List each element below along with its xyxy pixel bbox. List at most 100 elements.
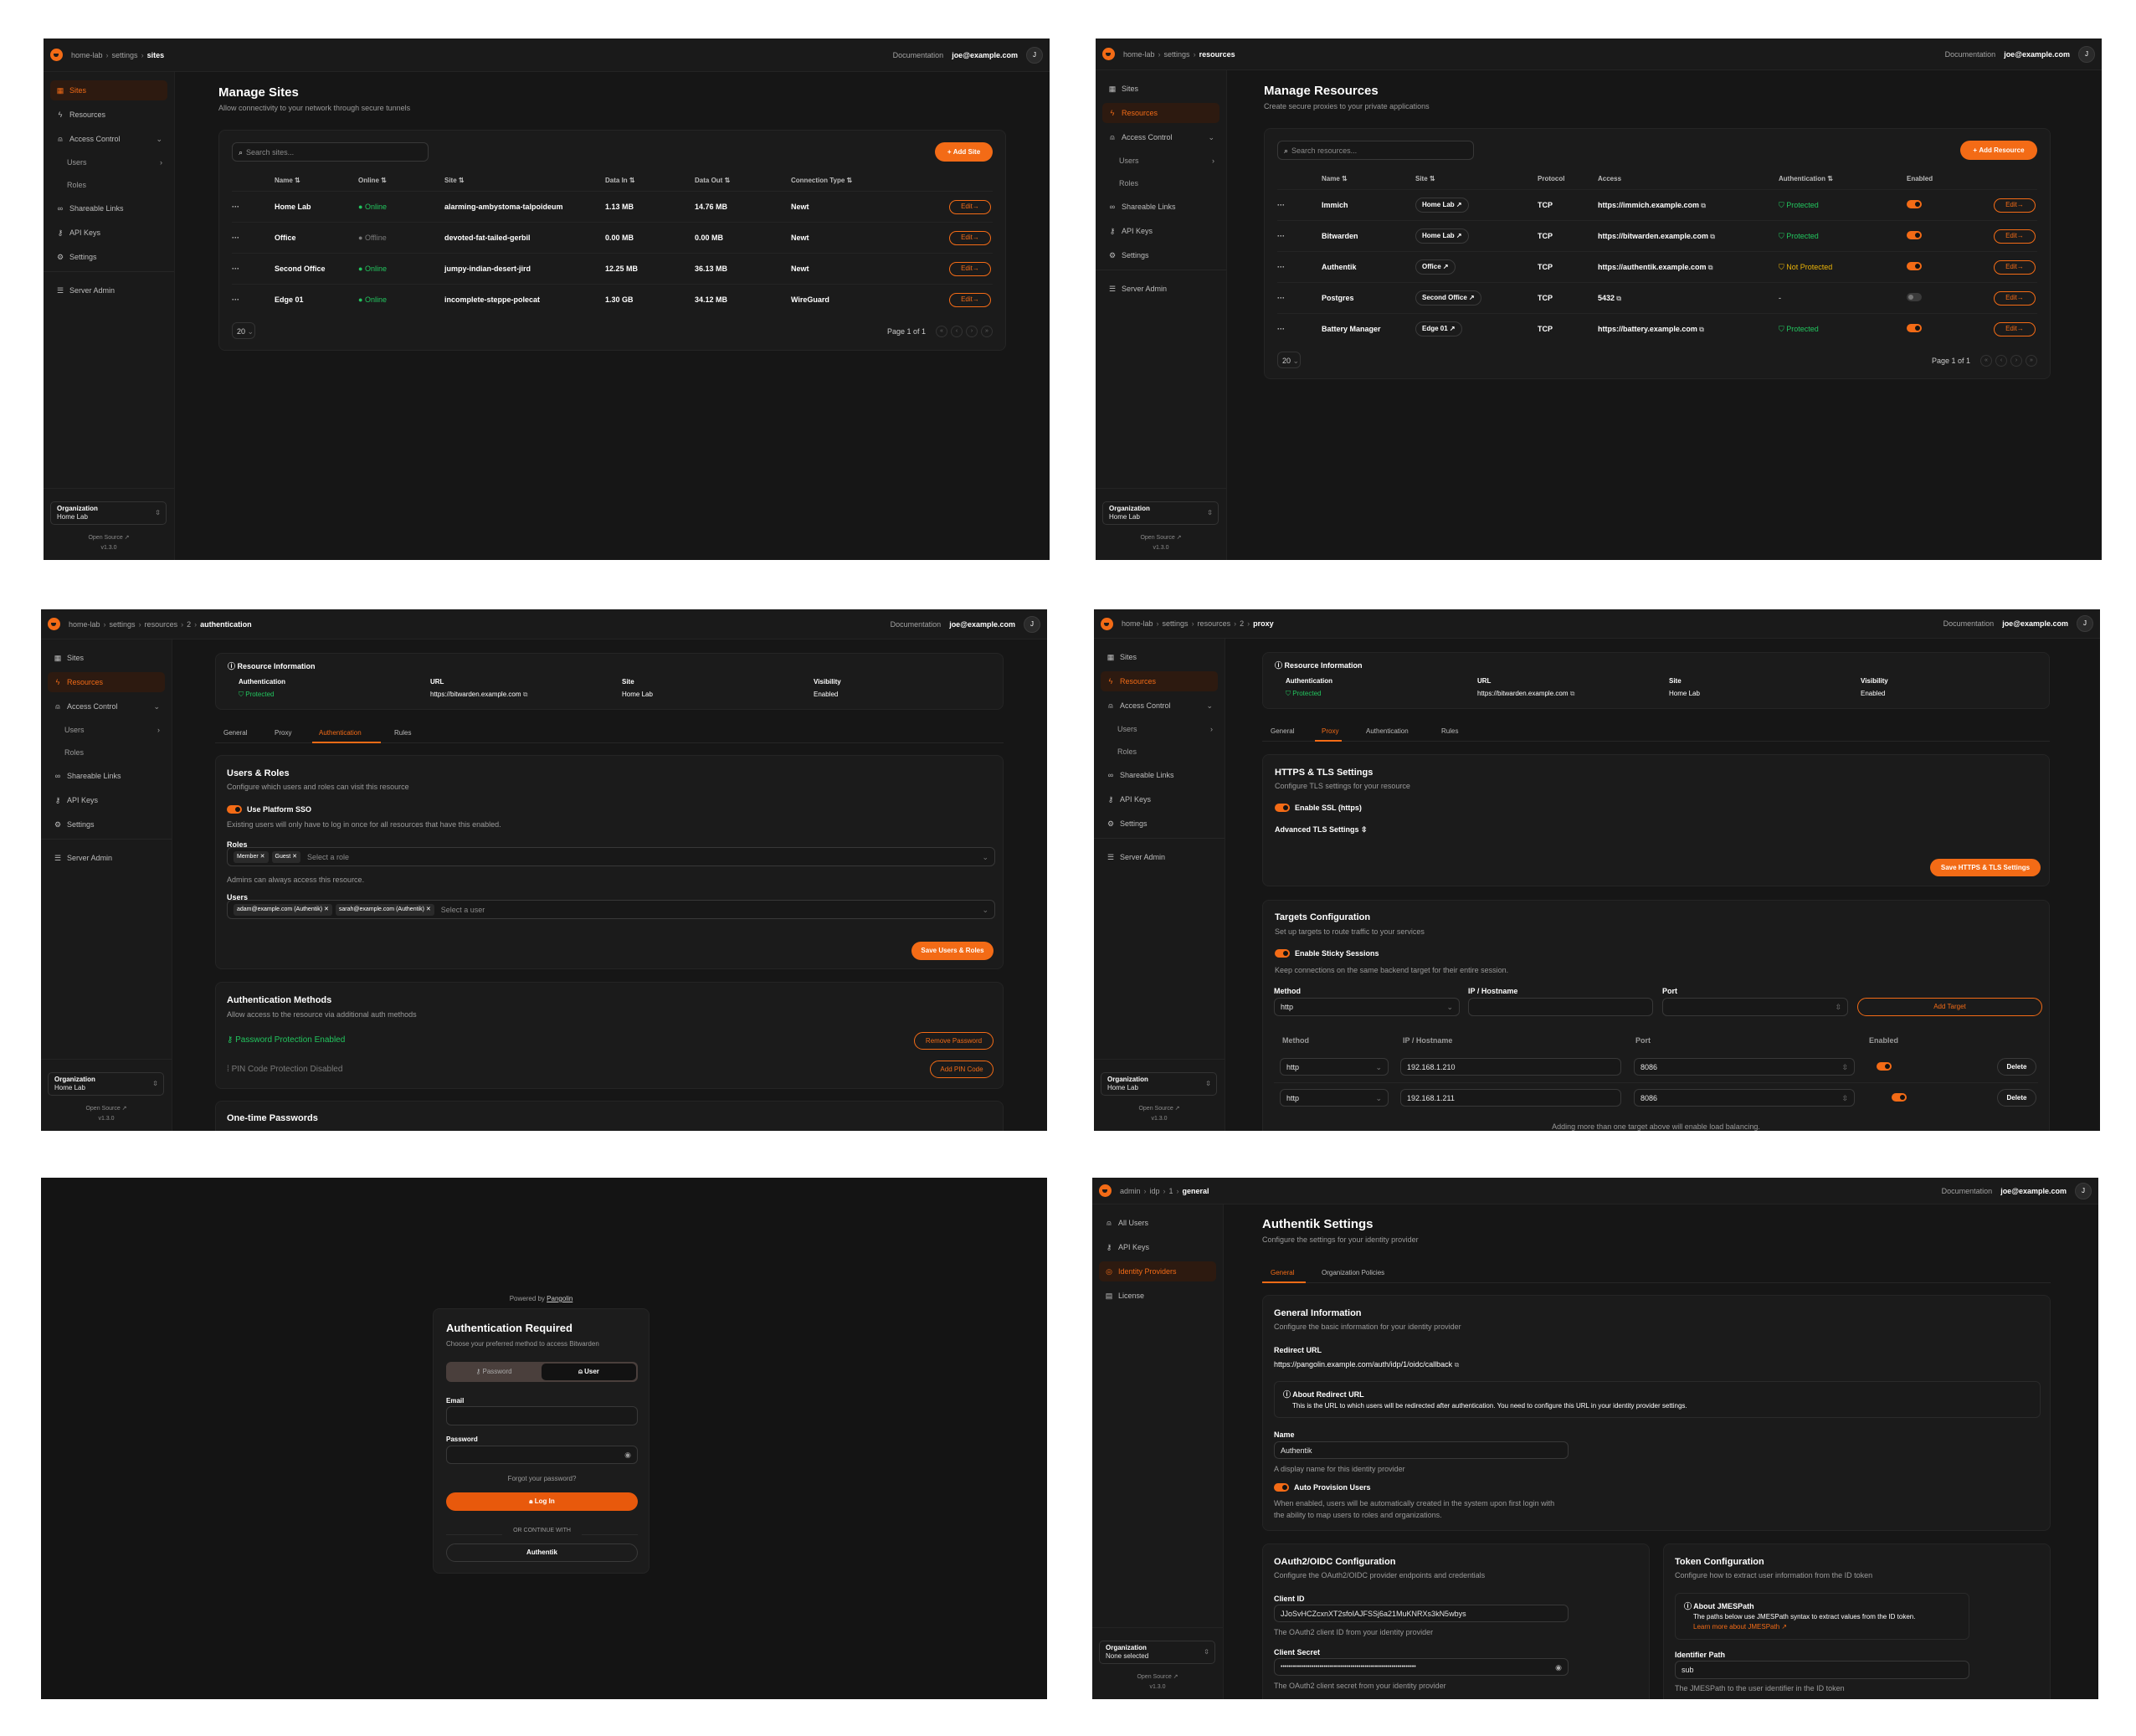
method-select[interactable]: http ⌄ (1274, 998, 1460, 1016)
avatar[interactable]: J (2077, 615, 2093, 632)
eye-icon[interactable]: ◉ (624, 1451, 631, 1459)
open-source-link[interactable]: Open Source ↗ (1096, 533, 1226, 543)
sidebar-item-shareable-links[interactable]: ∞ Shareable Links (1101, 765, 1218, 785)
row-actions-menu[interactable]: ··· (1277, 201, 1285, 209)
open-source-link[interactable]: Open Source ↗ (1092, 1672, 1223, 1682)
tab-authentication[interactable]: Authentication (319, 729, 362, 737)
sidebar-item-server-admin[interactable]: ☰ Server Admin (48, 848, 165, 868)
sidebar-item-users[interactable]: Users › (1102, 152, 1219, 170)
enabled-toggle[interactable] (1907, 261, 1922, 270)
breadcrumb-item[interactable]: home-lab (1122, 619, 1153, 628)
client-id-input[interactable]: JJoSvHCZcxnXT2sfoIAJFSSj6a21MuKNRXs3kN5w… (1274, 1605, 1569, 1622)
enable-ssl-toggle[interactable] (1275, 804, 1290, 812)
eye-icon[interactable]: ◉ (1555, 1662, 1562, 1672)
delete-target-button[interactable]: Delete (1997, 1089, 2036, 1107)
sidebar-item-users[interactable]: Users › (1101, 720, 1218, 738)
platform-sso-toggle[interactable] (227, 805, 242, 814)
copy-icon[interactable]: ⧉ (1699, 201, 1706, 209)
open-source-link[interactable]: Open Source ↗ (41, 1104, 172, 1114)
delete-target-button[interactable]: Delete (1997, 1058, 2036, 1076)
organization-switcher[interactable]: Organization Home Lab ⇳ (50, 501, 167, 525)
edit-button[interactable]: Edit → (1994, 259, 2036, 275)
row-actions-menu[interactable]: ··· (232, 295, 239, 304)
tab-organization-policies[interactable]: Organization Policies (1322, 1269, 1385, 1276)
target-port-input[interactable]: 8086 ⇳ (1634, 1089, 1855, 1107)
column-header[interactable]: Connection Type ⇅ (791, 176, 949, 186)
pangolin-logo[interactable] (48, 618, 60, 630)
column-header[interactable]: Data In ⇅ (605, 176, 695, 186)
forgot-password-link[interactable]: Forgot your password? (507, 1475, 577, 1482)
auto-provision-toggle[interactable] (1274, 1483, 1289, 1492)
add-target-button[interactable]: Add Target (1857, 998, 2042, 1016)
enabled-toggle[interactable] (1907, 199, 1922, 208)
first-page-button[interactable]: « (936, 326, 947, 337)
login-button[interactable]: 🔒︎ Log In (446, 1492, 638, 1511)
email-input[interactable] (446, 1406, 638, 1425)
pangolin-logo[interactable] (50, 49, 63, 61)
previous-page-button[interactable]: ‹ (951, 326, 963, 337)
breadcrumb-item[interactable]: resources (1197, 619, 1231, 628)
sidebar-item-license[interactable]: ▤ License (1099, 1286, 1216, 1306)
column-header[interactable]: Online ⇅ (358, 176, 444, 186)
documentation-link[interactable]: Documentation (1943, 619, 1995, 628)
sidebar-item-identity-providers[interactable]: ◎ Identity Providers (1099, 1261, 1216, 1281)
sidebar-item-api-keys[interactable]: ⚷ API Keys (1101, 789, 1218, 809)
sidebar-item-api-keys[interactable]: ⚷ API Keys (48, 790, 165, 810)
user-email[interactable]: joe@example.com (949, 619, 1015, 629)
search-input[interactable]: ⌕ Search sites... (232, 142, 429, 162)
add-resource-button[interactable]: + Add Resource (1960, 141, 2037, 160)
organization-switcher[interactable]: Organization Home Lab ⇳ (48, 1072, 164, 1096)
sidebar-item-shareable-links[interactable]: ∞ Shareable Links (1102, 197, 1219, 217)
enabled-toggle[interactable] (1907, 292, 1922, 301)
user-tab[interactable]: ⍝ User (542, 1364, 636, 1380)
pangolin-logo[interactable] (1102, 48, 1115, 60)
sidebar-item-settings[interactable]: ⚙ Settings (48, 814, 165, 835)
breadcrumb-item[interactable]: home-lab (69, 619, 100, 629)
breadcrumb-item[interactable]: home-lab (1123, 49, 1155, 59)
remove-icon[interactable]: ✕ (324, 906, 329, 912)
column-header[interactable]: Name ⇅ (275, 176, 358, 186)
target-method-select[interactable]: http ⌄ (1280, 1089, 1389, 1107)
tab-rules[interactable]: Rules (1441, 727, 1459, 735)
breadcrumb-item[interactable]: idp (1149, 1186, 1160, 1195)
documentation-link[interactable]: Documentation (1941, 1186, 1993, 1195)
user-email[interactable]: joe@example.com (2000, 1186, 2067, 1195)
open-source-link[interactable]: Open Source ↗ (1094, 1104, 1225, 1114)
remove-icon[interactable]: ✕ (425, 906, 431, 912)
breadcrumb-item[interactable]: resources (144, 619, 178, 629)
pangolin-logo[interactable] (1099, 1184, 1112, 1197)
breadcrumb-item[interactable]: settings (1162, 619, 1189, 628)
sidebar-item-users[interactable]: Users › (48, 721, 165, 739)
avatar[interactable]: J (1026, 46, 1043, 64)
stepper-icon[interactable]: ⇳ (1841, 1093, 1848, 1102)
target-port-input[interactable]: 8086 ⇳ (1634, 1058, 1855, 1076)
sidebar-item-sites[interactable]: ▦ Sites (1102, 79, 1219, 99)
stepper-icon[interactable]: ⇳ (1835, 1003, 1841, 1011)
documentation-link[interactable]: Documentation (1944, 49, 1996, 59)
enabled-toggle[interactable] (1907, 323, 1922, 332)
add-pin-button[interactable]: Add PIN Code (930, 1061, 994, 1078)
target-method-select[interactable]: http ⌄ (1280, 1058, 1389, 1076)
documentation-link[interactable]: Documentation (890, 619, 942, 629)
site-badge-link[interactable]: Second Office ↗ (1415, 290, 1481, 306)
column-header[interactable]: Data Out ⇅ (695, 176, 791, 186)
sidebar-item-users[interactable]: Users › (50, 153, 167, 172)
row-actions-menu[interactable]: ··· (232, 203, 239, 211)
copy-icon[interactable]: ⧉ (521, 691, 528, 698)
breadcrumb-item[interactable]: home-lab (71, 50, 103, 59)
sidebar-item-resources[interactable]: ϟ Resources (50, 105, 167, 125)
copy-icon[interactable]: ⧉ (1708, 232, 1715, 240)
edit-button[interactable]: Edit → (949, 292, 991, 307)
sidebar-item-api-keys[interactable]: ⚷ API Keys (1102, 221, 1219, 241)
organization-switcher[interactable]: Organization Home Lab ⇳ (1102, 501, 1219, 525)
row-actions-menu[interactable]: ··· (232, 265, 239, 273)
tab-general[interactable]: General (1271, 1269, 1295, 1276)
site-badge-link[interactable]: Edge 01 ↗ (1415, 321, 1462, 336)
first-page-button[interactable]: « (1980, 355, 1992, 367)
edit-button[interactable]: Edit → (949, 230, 991, 245)
row-actions-menu[interactable]: ··· (1277, 263, 1285, 271)
copy-icon[interactable]: ⧉ (1615, 294, 1621, 302)
users-select[interactable]: adam@example.com (Authentik) ✕ sarah@exa… (227, 900, 995, 919)
last-page-button[interactable]: » (981, 326, 993, 337)
sidebar-item-shareable-links[interactable]: ∞ Shareable Links (50, 198, 167, 218)
